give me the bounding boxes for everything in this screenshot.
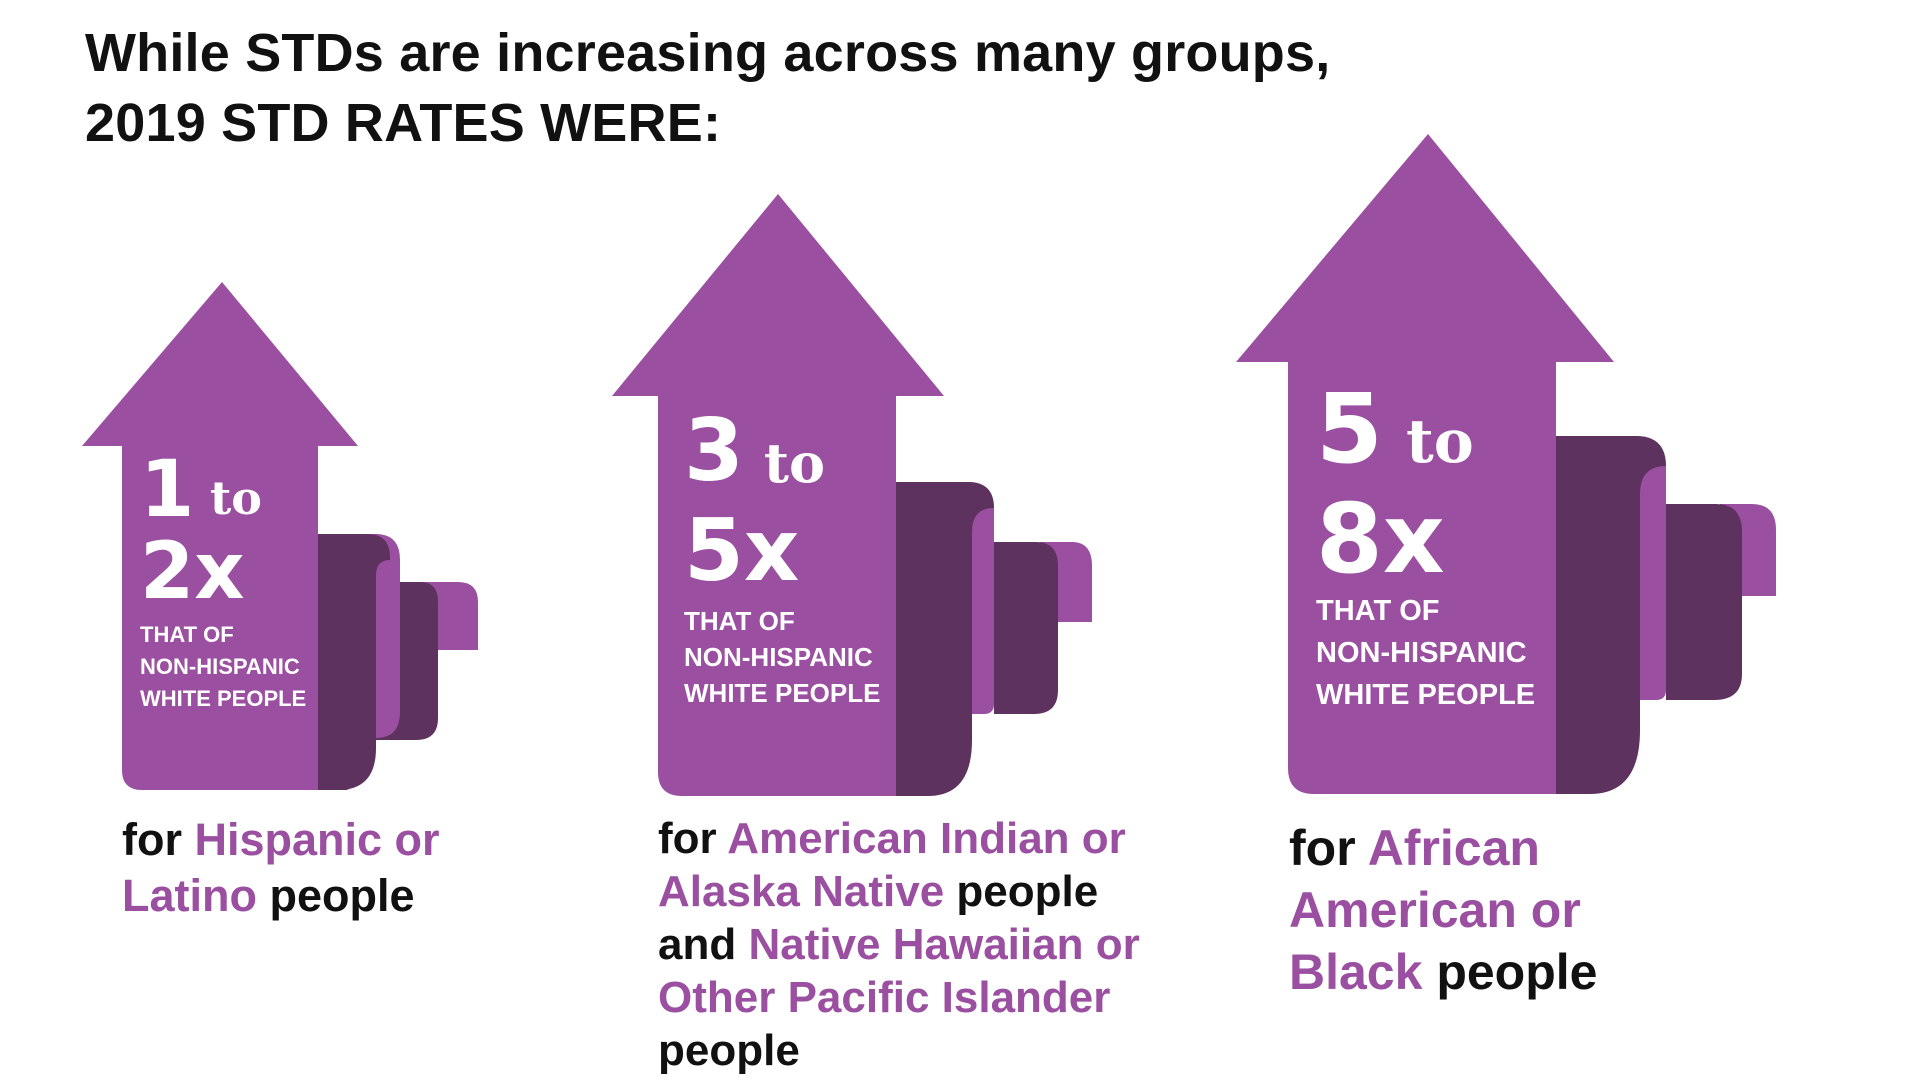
- caption-2-part-5: people: [658, 1026, 800, 1075]
- caption-1-part-3: people: [256, 870, 415, 921]
- arrow-1-num2: 2x: [140, 527, 245, 617]
- arrow-1-sub-3: WHITE PEOPLE: [140, 686, 306, 711]
- arrow-2-body: [612, 194, 944, 796]
- caption-3-part-2: African American or Black: [1289, 820, 1581, 1000]
- arrow-3-sub-1: THAT OF: [1316, 595, 1440, 627]
- arrow-1-graphic: 1 to 2x THAT OF NON-HISPANIC WHITE PEOPL…: [82, 282, 478, 790]
- arrow-3-graphic: 5 to 8x THAT OF NON-HISPANIC WHITE PEOPL…: [1236, 134, 1776, 794]
- arrow-2-sub-1: THAT OF: [684, 606, 795, 636]
- arrow-3-num2: 8x: [1316, 483, 1445, 595]
- arrow-1-num1: 1: [140, 445, 194, 535]
- arrow-2-ribbon-dark: [896, 482, 994, 796]
- arrow-3-to: to: [1406, 407, 1474, 477]
- arrow-2-num2: 5x: [684, 501, 799, 601]
- arrow-1-sub-1: THAT OF: [140, 622, 234, 647]
- arrow-1-curl: [318, 702, 352, 790]
- arrow-3-ribbon-fold: [1666, 504, 1742, 700]
- caption-2-part-4: Native Hawaiian or Other Pacific Islande…: [658, 920, 1140, 1022]
- caption-2-part-2: American Indian or Alaska Native: [658, 814, 1126, 916]
- arrow-2-sub-3: WHITE PEOPLE: [684, 678, 880, 708]
- arrow-3-body: [1236, 134, 1614, 794]
- caption-2-part-3: people and: [658, 867, 1099, 969]
- page-title: While STDs are increasing across many gr…: [85, 18, 1330, 158]
- arrow-3-sub-2: NON-HISPANIC: [1316, 637, 1527, 669]
- arrow-3-ribbon-dark: [1556, 436, 1666, 794]
- arrow-2-to: to: [764, 431, 825, 495]
- arrow-2-sub-2: NON-HISPANIC: [684, 642, 873, 672]
- caption-3-part-1: for: [1289, 820, 1368, 876]
- caption-2-part-1: for: [658, 814, 728, 863]
- arrow-1-sub-2: NON-HISPANIC: [140, 654, 300, 679]
- arrow-2-num1: 3: [684, 401, 744, 501]
- title-line-2: 2019 STD RATES WERE:: [85, 93, 722, 153]
- arrow-3-sub-3: WHITE PEOPLE: [1316, 679, 1535, 711]
- arrow-1-ribbon-dark: [318, 534, 390, 790]
- caption-1-part-2: Hispanic or Latino: [122, 814, 440, 921]
- arrow-3-ribbon-loop: [1636, 436, 1666, 700]
- caption-3-part-3: people: [1422, 944, 1598, 1000]
- arrow-2-ribbon-loop: [968, 482, 994, 714]
- caption-1-part-1: for: [122, 814, 195, 865]
- arrow-2-graphic: 3 to 5x THAT OF NON-HISPANIC WHITE PEOPL…: [612, 194, 1092, 796]
- arrow-2-ribbon-fold: [994, 542, 1058, 714]
- caption-african-american-black: for African American or Black people: [1289, 817, 1669, 1003]
- title-line-1: While STDs are increasing across many gr…: [85, 23, 1331, 83]
- arrow-1-to: to: [210, 471, 262, 525]
- arrow-1-body: [82, 282, 358, 790]
- caption-hispanic-latino: for Hispanic or Latino people: [122, 812, 442, 924]
- caption-aian-nhopi: for American Indian or Alaska Native peo…: [658, 812, 1178, 1077]
- arrow-3-num1: 5: [1316, 373, 1383, 485]
